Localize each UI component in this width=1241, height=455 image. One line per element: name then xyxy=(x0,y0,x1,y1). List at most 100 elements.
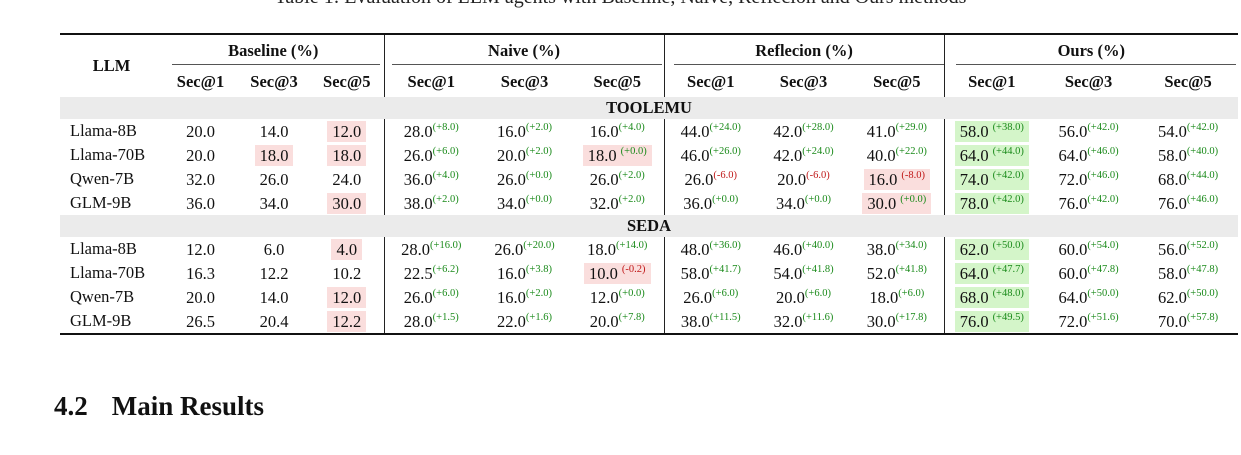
table-cell: 38.0(+34.0) xyxy=(850,237,944,261)
value: 46.0 xyxy=(773,239,803,259)
delta-value: (+42.0) xyxy=(1087,193,1119,205)
value: 56.0 xyxy=(1157,239,1187,259)
cell-value: 16.3 xyxy=(181,263,220,284)
table-cell: 24.0 xyxy=(310,167,384,191)
cell-value: 34.0(+0.0) xyxy=(771,193,836,214)
cell-value: 36.0(+4.0) xyxy=(399,169,464,190)
delta-value: (+16.0) xyxy=(430,239,462,251)
value: 30.0 xyxy=(332,193,362,213)
table-cell: 6.0 xyxy=(238,237,310,261)
value: 32.0 xyxy=(773,311,803,331)
delta-value: (+11.6) xyxy=(802,311,834,323)
table-cell: 20.0 xyxy=(163,143,238,167)
value: 14.0 xyxy=(259,287,289,307)
value: 64.0 xyxy=(959,263,989,283)
group-header-reflecion: Reflecion (%) xyxy=(663,34,945,66)
table-row: GLM-9B 36.0 34.0 30.0 38.0(+2.0) 34.0(+0.0) 32… xyxy=(60,191,1238,215)
group-header-naive: Naive (%) xyxy=(383,34,665,66)
cell-value: 22.5(+6.2) xyxy=(399,263,464,284)
table-cell: 12.2 xyxy=(310,309,384,334)
cell-value: 52.0(+41.8) xyxy=(862,263,932,284)
cell-value: 30.0(+17.8) xyxy=(862,311,932,332)
cell-value: 72.0(+51.6) xyxy=(1053,311,1123,332)
table-row: Llama-70B 16.3 12.2 10.2 22.5(+6.2) 16.0(+3.8… xyxy=(60,261,1238,285)
value: 20.0 xyxy=(589,311,619,331)
table-cell: 36.0(+0.0) xyxy=(663,191,758,215)
cmidrule xyxy=(172,64,380,65)
table-cell: 72.0(+51.6) xyxy=(1039,309,1138,334)
delta-value: (+57.8) xyxy=(1186,311,1219,323)
cell-value: 16.0(+4.0) xyxy=(585,121,650,142)
value: 26.0 xyxy=(494,239,524,259)
cell-value: 41.0(+29.0) xyxy=(862,121,932,142)
value: 22.0 xyxy=(497,311,526,331)
table-cell: 18.0 (+0.0) xyxy=(571,143,664,167)
cell-value: 14.0 xyxy=(255,121,294,142)
table-cell: 62.0(+50.0) xyxy=(1138,285,1238,309)
metric-header: Sec@3 xyxy=(779,71,828,91)
delta-value: (+28.0) xyxy=(802,121,834,133)
table-cell: 18.0 xyxy=(310,143,384,167)
delta-value: (+24.0) xyxy=(709,121,741,133)
delta-value: (+0.0) xyxy=(712,193,739,205)
value: 64.0 xyxy=(1058,145,1088,165)
delta-value: (+2.0) xyxy=(525,145,552,157)
value: 16.3 xyxy=(186,263,215,283)
table-cell: 76.0 (+49.5) xyxy=(943,309,1040,334)
table-cell: 16.0(+2.0) xyxy=(478,119,571,143)
model-name: Qwen-7B xyxy=(70,169,135,188)
value: 68.0 xyxy=(1157,169,1187,189)
table-cell: 12.0 xyxy=(310,285,384,309)
table-cell: 68.0 (+48.0) xyxy=(943,285,1040,309)
cell-value: 10.2 xyxy=(327,263,366,284)
cell-value: 24.0 xyxy=(327,169,366,190)
cmidrule xyxy=(956,64,1236,65)
cell-value: 58.0(+40.0) xyxy=(1153,145,1223,166)
value: 20.0 xyxy=(777,169,807,189)
delta-value: (+11.5) xyxy=(709,311,741,323)
cell-value: 16.0(+2.0) xyxy=(492,287,557,308)
table-cell: 28.0(+1.5) xyxy=(383,309,478,334)
value: 46.0 xyxy=(680,145,710,165)
value: 32.0 xyxy=(589,193,619,213)
cell-value: 40.0(+22.0) xyxy=(862,145,932,166)
value: 36.0 xyxy=(403,169,433,189)
cell-value: 34.0 xyxy=(255,193,294,214)
value: 76.0 xyxy=(1058,193,1088,213)
table-cell: 56.0(+52.0) xyxy=(1138,237,1238,261)
table-cell: 58.0(+40.0) xyxy=(1138,143,1238,167)
cell-value: 48.0(+36.0) xyxy=(676,239,746,260)
cell-value: 16.0(+3.8) xyxy=(492,263,557,284)
value: 20.0 xyxy=(186,121,215,141)
value: 18.0 xyxy=(869,287,899,307)
table-cell: 56.0(+42.0) xyxy=(1039,119,1138,143)
table-cell: 10.2 xyxy=(310,261,384,285)
cell-value: 26.0(+20.0) xyxy=(489,239,559,260)
cell-value: 54.0(+41.8) xyxy=(768,263,838,284)
table-cell: 76.0(+46.0) xyxy=(1138,191,1238,215)
table-cell: 38.0(+11.5) xyxy=(663,309,758,334)
model-name: Llama-8B xyxy=(70,121,137,140)
value: 16.0 xyxy=(589,121,619,141)
best-value-highlight: 78.0 (+42.0) xyxy=(954,192,1029,214)
value: 12.0 xyxy=(589,287,619,307)
table-cell: 18.0(+14.0) xyxy=(571,237,664,261)
delta-value: (+20.0) xyxy=(523,239,555,251)
cell-value: 26.5 xyxy=(181,311,220,332)
value: 16.0 xyxy=(497,287,526,307)
metric-header: Sec@5 xyxy=(323,71,371,91)
value: 12.0 xyxy=(332,287,362,307)
cell-value: 46.0(+40.0) xyxy=(768,239,838,260)
delta-value: (+49.5) xyxy=(992,311,1024,323)
table-cell: 60.0(+54.0) xyxy=(1039,237,1138,261)
cell-value: 28.0(+1.5) xyxy=(399,311,464,332)
value: 36.0 xyxy=(683,193,713,213)
value: 38.0 xyxy=(866,239,896,259)
value: 14.0 xyxy=(259,121,289,141)
worst-value-highlight: 12.0 xyxy=(327,120,367,142)
delta-value: (+50.0) xyxy=(1186,287,1219,299)
section-row: SEDA xyxy=(60,215,1239,237)
cell-value: 46.0(+26.0) xyxy=(676,145,746,166)
cell-value: 20.0 xyxy=(181,145,220,166)
cell-value: 28.0(+16.0) xyxy=(396,239,466,260)
